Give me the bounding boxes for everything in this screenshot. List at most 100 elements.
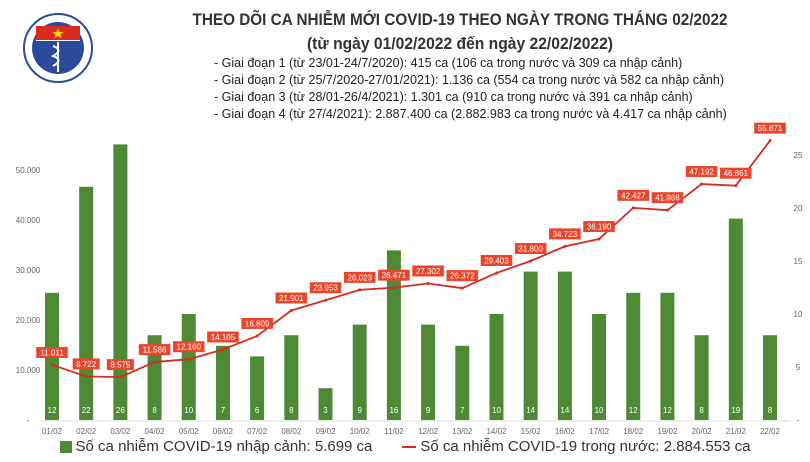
bar-data-label: 14 (560, 406, 569, 415)
line-point (358, 288, 362, 292)
line-point (700, 182, 704, 186)
x-tick-label: 20/02 (692, 427, 713, 436)
bar-data-label: 22 (82, 406, 91, 415)
x-tick-label: 09/02 (316, 427, 337, 436)
bar-imported (592, 314, 607, 420)
line-point (665, 208, 669, 212)
x-tick-label: 10/02 (350, 427, 371, 436)
line-point (118, 375, 122, 379)
x-tick-label: 15/02 (521, 427, 542, 436)
left-tick-label: 20.000 (16, 316, 41, 325)
line-data-label: 36.190 (587, 223, 612, 232)
bar-imported (728, 218, 743, 420)
bar-data-label: 10 (184, 406, 193, 415)
chart-title: THEO DÕI CA NHIỄM MỚI COVID-19 THEO NGÀY… (192, 10, 728, 29)
bar-imported (147, 335, 162, 420)
x-tick-label: 19/02 (657, 427, 678, 436)
line-point (153, 360, 157, 364)
bar-imported (523, 271, 538, 420)
bar-data-label: 8 (289, 406, 294, 415)
left-tick-label: 10.000 (16, 366, 41, 375)
bar-data-label: 7 (460, 406, 465, 415)
bar-data-label: 8 (152, 406, 157, 415)
right-tick-label: 15 (794, 257, 803, 266)
line-data-label: 23.953 (313, 284, 338, 293)
bar-imported (352, 324, 367, 420)
bar-imported (557, 271, 572, 420)
right-tick-label: 10 (794, 310, 803, 319)
line-label-box (241, 317, 273, 329)
x-tick-label: 07/02 (247, 427, 268, 436)
bar-imported (455, 345, 470, 420)
x-tick-label: 05/02 (179, 427, 200, 436)
phase-note-4: - Giai đoạn 4 (từ 27/4/2021): 2.887.400 … (214, 107, 727, 121)
bar-imported (113, 144, 128, 420)
x-tick-label: 17/02 (589, 427, 610, 436)
legend-item-domestic: Số ca nhiễm COVID-19 trong nước: 2.884.5… (402, 438, 750, 456)
line-point (187, 357, 191, 361)
phase-note-1: - Giai đoạn 1 (từ 23/01-24/7/2020): 415 … (214, 56, 683, 70)
bar-imported (660, 292, 675, 420)
x-tick-label: 14/02 (486, 427, 507, 436)
legend-label-imported: Số ca nhiễm COVID-19 nhập cảnh: 5.699 ca (75, 438, 373, 455)
line-data-label: 16.809 (245, 319, 270, 328)
bar-imported (386, 250, 401, 420)
x-tick-label: 04/02 (145, 427, 166, 436)
bar-imported (626, 292, 641, 420)
bar-data-label: 8 (768, 406, 773, 415)
x-tick-label: 02/02 (76, 427, 97, 436)
bar-data-label: 8 (699, 406, 704, 415)
line-point (563, 244, 567, 248)
bar-data-label: 16 (389, 406, 398, 415)
bar-imported (284, 335, 299, 420)
x-tick-label: 16/02 (555, 427, 576, 436)
line-data-label: 14.105 (211, 333, 236, 342)
right-tick-label: - (797, 416, 800, 425)
line-label-box (446, 270, 479, 282)
line-data-label: 11.586 (143, 346, 167, 355)
line-point (494, 271, 498, 275)
line-label-box (207, 331, 239, 343)
line-data-label: 8.722 (76, 360, 97, 369)
phase-note-3: - Giai đoạn 3 (từ 28/01-26/4/2021): 1.30… (214, 90, 693, 104)
bar-data-label: 10 (595, 406, 604, 415)
bar-imported (421, 324, 436, 420)
line-label-box (480, 254, 513, 266)
line-label-box (720, 167, 752, 179)
line-label-box (378, 269, 410, 281)
line-data-label: 29.403 (484, 256, 509, 265)
legend-label-domestic: Số ca nhiễm COVID-19 trong nước: 2.884.5… (420, 438, 751, 455)
line-data-label: 55.871 (758, 124, 783, 133)
bar-data-label: 6 (255, 406, 260, 415)
x-tick-label: 22/02 (760, 427, 781, 436)
line-data-label: 31.800 (518, 245, 543, 254)
line-label-box (275, 292, 308, 304)
bar-data-label: 12 (48, 406, 57, 415)
x-tick-label: 01/02 (42, 427, 63, 436)
line-point (324, 298, 328, 302)
left-tick-label: 50.000 (16, 166, 41, 175)
x-tick-label: 18/02 (623, 427, 644, 436)
line-point (289, 308, 293, 312)
line-data-label: 26.023 (347, 273, 372, 282)
bar-data-label: 12 (663, 406, 672, 415)
line-label-box (412, 265, 444, 277)
line-data-label: 26.471 (382, 271, 407, 280)
right-tick-label: 5 (796, 363, 801, 372)
legend-swatch-bar (59, 441, 72, 453)
line-point (392, 286, 396, 290)
bar-data-label: 9 (426, 406, 431, 415)
bar-imported (181, 314, 196, 420)
bar-data-label: 19 (731, 406, 740, 415)
bar-imported (694, 335, 709, 420)
bar-imported (489, 314, 504, 420)
line-data-label: 41.968 (655, 194, 680, 203)
x-tick-label: 13/02 (452, 427, 473, 436)
bar-imported (318, 388, 333, 420)
legend-item-imported: Số ca nhiễm COVID-19 nhập cảnh: 5.699 ca (59, 438, 373, 456)
chart-subtitle: (từ ngày 01/02/2022 đến ngày 22/02/2022) (306, 34, 614, 53)
line-point (529, 259, 533, 263)
line-label-box (651, 192, 684, 204)
line-data-label: 46.861 (724, 169, 749, 178)
